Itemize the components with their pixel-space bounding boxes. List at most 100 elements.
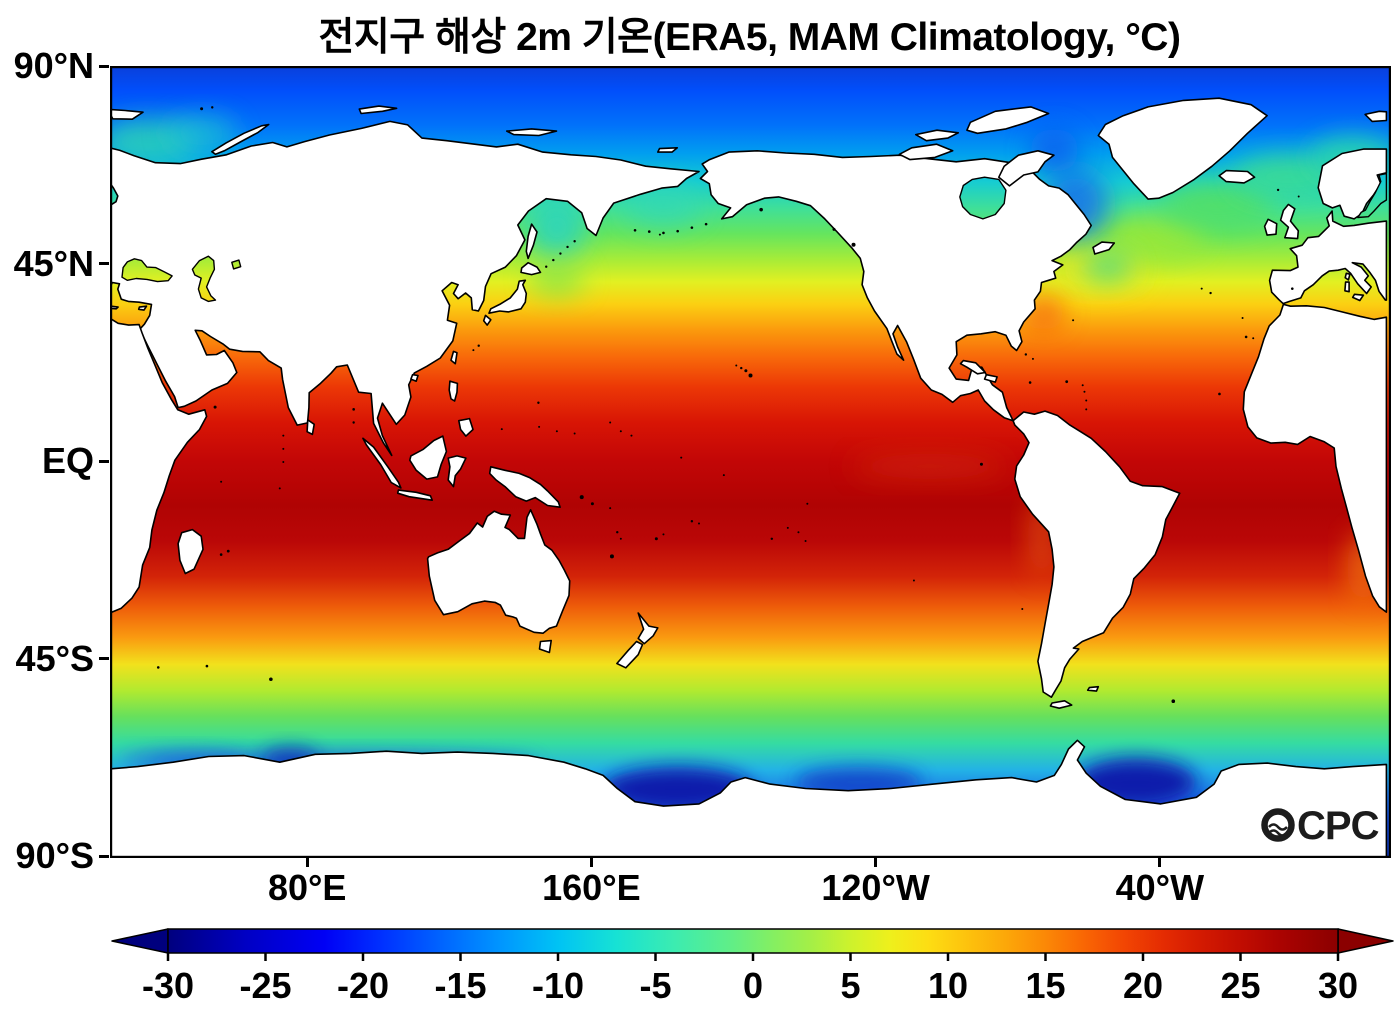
land-nz-south (616, 640, 644, 669)
land-antarctica (111, 739, 1388, 857)
colorbar-left-arrow (111, 928, 169, 954)
sea-hudson-bay (959, 176, 1007, 220)
land-svalbard-right (1364, 110, 1388, 123)
colorbar: -30 -25 -20 -15 -10 -5 0 5 10 15 20 25 30 (111, 928, 1394, 1006)
land-sardinia (1344, 281, 1350, 293)
land-scandinavia-right (1317, 148, 1388, 220)
newfoundland-cold (1082, 251, 1133, 283)
okhotsk-cold (528, 196, 586, 258)
land-java (396, 489, 433, 501)
y-axis-label-4: 90°S (15, 835, 94, 876)
land-new-siberian (506, 128, 558, 137)
land-novaya-zemlya (211, 123, 270, 156)
natl-tongue-green (1160, 181, 1275, 230)
land-ireland (1263, 218, 1278, 236)
land-nz-north (637, 612, 659, 645)
land-sicily (1351, 293, 1365, 302)
inland-seas (121, 172, 1388, 303)
land-taiwan (450, 350, 458, 365)
land-severnaya-zemlya (358, 105, 398, 115)
land-wrangel (657, 147, 679, 153)
y-axis-label-0: 90°N (13, 45, 94, 86)
colorbar-tick-label-12: 30 (1318, 965, 1358, 1006)
land-sri-lanka (306, 419, 315, 436)
land-greenland (1097, 97, 1268, 200)
land-africa-right (1242, 303, 1388, 613)
y-axis-tick-1 (99, 262, 109, 265)
colorbar-tick-label-10: 20 (1123, 965, 1163, 1006)
map-content (111, 67, 1390, 857)
land-madagascar (177, 528, 204, 575)
colorbar-tick-label-0: -30 (142, 965, 194, 1006)
land-honshu (488, 279, 528, 314)
natl-tongue-yellowgreen (1100, 216, 1208, 261)
land-cyprus (137, 305, 148, 311)
y-axis-tick-3 (99, 657, 109, 660)
ocpc-logo: CPC (1261, 804, 1380, 848)
land-kyushu (482, 314, 492, 326)
colorbar-right-arrow (1337, 928, 1394, 954)
map-frame (110, 66, 1391, 858)
land-new-guinea (488, 466, 561, 508)
land-hispaniola (983, 373, 998, 383)
x-axis-label-3: 40°W (1115, 867, 1205, 908)
land-sumatra (362, 437, 402, 489)
land-africa-left (111, 318, 208, 614)
x-axis-tick-3 (1158, 857, 1162, 867)
map-plot: CPC (110, 66, 1391, 858)
land-cuba (959, 359, 987, 375)
land-mindanao (458, 417, 474, 437)
colorbar-tick-label-1: -25 (239, 965, 291, 1006)
sea-caspian-sea (191, 255, 217, 303)
land-svalbard-left (111, 108, 144, 120)
island-dots (156, 106, 1300, 703)
x-axis-label-0: 80°E (267, 867, 347, 908)
sea-aral-sea (231, 259, 242, 270)
logo-text: CPC (1297, 804, 1379, 848)
y-axis-tick-2 (99, 459, 109, 463)
land-tasmania (538, 639, 552, 654)
land-australia (426, 509, 571, 634)
land-baffin (998, 150, 1055, 187)
colorbar-tick-label-8: 10 (928, 965, 968, 1006)
colorbar-tick-label-2: -20 (337, 965, 389, 1006)
y-axis-label-1: 45°N (13, 242, 94, 284)
land-great-britain (1279, 203, 1300, 240)
y-axis-label-3: 45°S (15, 637, 94, 679)
land-south-america (1012, 410, 1181, 698)
x-axis-tick-0 (305, 857, 309, 867)
sea-black-sea (121, 258, 173, 283)
y-axis-label-2: EQ (41, 440, 94, 481)
land-eurasia (111, 120, 700, 457)
land-borneo (409, 435, 448, 480)
colorbar-tick-label-9: 15 (1025, 965, 1065, 1006)
land-sulawesi (447, 455, 467, 488)
x-axis-label-2: 120°W (821, 867, 930, 908)
y-axis-tick-0 (99, 64, 109, 68)
x-axis-tick-2 (874, 857, 878, 867)
bering-cold (624, 183, 703, 228)
land-victoria (898, 143, 954, 161)
barents-warm2 (166, 115, 238, 151)
colorbar-gradient-bar (167, 928, 1339, 954)
colorbar-tick-label-3: -15 (434, 965, 486, 1006)
colorbar-tick-label-11: 25 (1220, 965, 1260, 1006)
land-masses (111, 97, 1388, 857)
land-hainan (410, 373, 419, 382)
oyashio-cold (528, 262, 586, 298)
sea-baltic-bothnia (1357, 172, 1388, 219)
eq-pacific-cold-tongue (851, 453, 1009, 480)
land-ellesmere (966, 106, 1050, 135)
land-newfoundland (1092, 241, 1116, 255)
land-crete-left (111, 305, 119, 310)
colorbar-tick-label-6: 0 (743, 965, 763, 1006)
land-europe-right (1268, 210, 1388, 305)
land-arctic-isle (914, 129, 960, 142)
ocean-wave-o-icon (1261, 808, 1295, 842)
x-axis-label-1: 160°E (542, 867, 641, 908)
colorbar-tick-label-7: 5 (840, 965, 860, 1006)
chart-title: 전지구 해상 2m 기온(ERA5, MAM Climatology, °C) (318, 16, 1181, 59)
land-tierra-del-fuego (1049, 700, 1073, 709)
x-axis-tick-1 (589, 857, 593, 867)
